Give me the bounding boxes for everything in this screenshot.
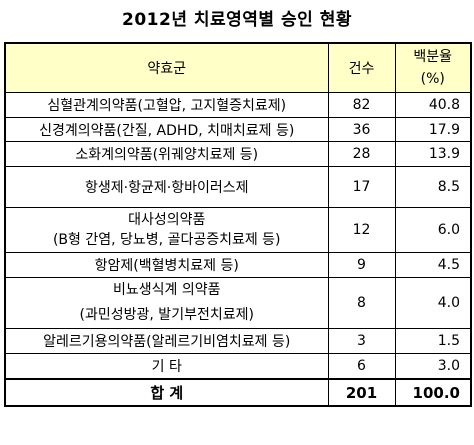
row-count: 17 xyxy=(327,166,396,208)
row-percent: 17.9 xyxy=(394,117,472,142)
approval-table: 약효군 건수 백분율 (%) 심혈관계의약품(고혈압, 고지혈증치료제) 82 … xyxy=(4,42,472,407)
total-count: 201 xyxy=(327,378,396,407)
header-row: 약효군 건수 백분율 (%) xyxy=(4,42,472,93)
row-percent: 6.0 xyxy=(394,207,472,253)
row-percent: 40.8 xyxy=(394,92,472,118)
header-count: 건수 xyxy=(327,42,396,93)
header-percent-label: 백분율 xyxy=(413,49,453,65)
total-percent: 100.0 xyxy=(394,378,472,407)
row-name: 알레르기용의약품(알레르기비염치료제 등) xyxy=(4,328,329,354)
row-percent: 3.0 xyxy=(394,353,472,380)
row-percent: 4.0 xyxy=(394,277,472,329)
row-name-line1: 대사성의약품 xyxy=(128,212,206,228)
row-name: 항생제·항균제·항바이러스제 xyxy=(4,166,329,208)
row-count: 3 xyxy=(327,328,396,354)
row-name: 신경계의약품(간질, ADHD, 치매치료제 등) xyxy=(4,117,329,142)
row-name-line2: (B형 간염, 당뇨병, 골다공증치료제 등) xyxy=(52,232,281,248)
row-percent: 13.9 xyxy=(394,141,472,167)
table-row: 소화계의약품(위궤양치료제 등) 28 13.9 xyxy=(4,141,472,167)
table-row: 항암제(백혈병치료제 등) 9 4.5 xyxy=(4,252,472,278)
row-percent: 1.5 xyxy=(394,328,472,354)
row-name: 심혈관계의약품(고혈압, 고지혈증치료제) xyxy=(4,92,329,118)
row-name-line2: (과민성방광, 발기부전치료제) xyxy=(79,307,254,323)
table-row: 항생제·항균제·항바이러스제 17 8.5 xyxy=(4,166,472,208)
table-row: 심혈관계의약품(고혈압, 고지혈증치료제) 82 40.8 xyxy=(4,92,472,118)
row-name: 비뇨생식계 의약품 (과민성방광, 발기부전치료제) xyxy=(4,277,329,329)
page-title: 2012년 치료영역별 승인 현황 xyxy=(122,10,352,30)
row-count: 28 xyxy=(327,141,396,167)
row-name: 기 타 xyxy=(4,353,329,380)
total-name: 합 계 xyxy=(4,378,329,407)
row-count: 36 xyxy=(327,117,396,142)
header-name: 약효군 xyxy=(4,42,329,93)
table-row: 비뇨생식계 의약품 (과민성방광, 발기부전치료제) 8 4.0 xyxy=(4,277,472,329)
table-row: 신경계의약품(간질, ADHD, 치매치료제 등) 36 17.9 xyxy=(4,117,472,142)
table-row: 알레르기용의약품(알레르기비염치료제 등) 3 1.5 xyxy=(4,328,472,354)
row-count: 6 xyxy=(327,353,396,380)
row-count: 9 xyxy=(327,252,396,278)
row-name-line1: 비뇨생식계 의약품 xyxy=(113,282,221,298)
row-count: 8 xyxy=(327,277,396,329)
row-count: 82 xyxy=(327,92,396,118)
row-count: 12 xyxy=(327,207,396,253)
header-percent: 백분율 (%) xyxy=(394,42,472,93)
header-percent-unit: (%) xyxy=(420,71,445,87)
row-name: 항암제(백혈병치료제 등) xyxy=(4,252,329,278)
row-percent: 8.5 xyxy=(394,166,472,208)
table-row: 대사성의약품 (B형 간염, 당뇨병, 골다공증치료제 등) 12 6.0 xyxy=(4,207,472,253)
table-row: 기 타 6 3.0 xyxy=(4,353,472,380)
row-name: 대사성의약품 (B형 간염, 당뇨병, 골다공증치료제 등) xyxy=(4,207,329,253)
row-name: 소화계의약품(위궤양치료제 등) xyxy=(4,141,329,167)
total-row: 합 계 201 100.0 xyxy=(4,378,472,407)
row-percent: 4.5 xyxy=(394,252,472,278)
